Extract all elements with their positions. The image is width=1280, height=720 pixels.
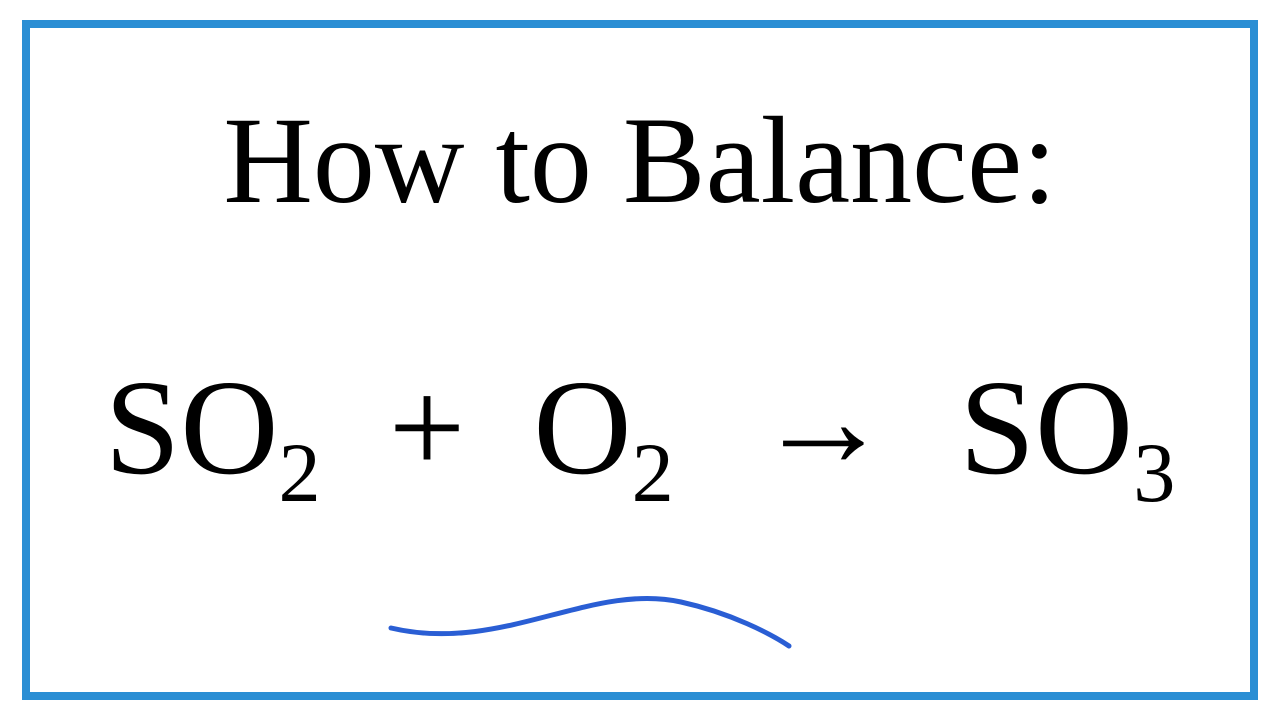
page-title: How to Balance:	[30, 90, 1250, 232]
chemical-equation: SO2 + O2 → SO3	[30, 350, 1250, 506]
product-1-element: SO	[959, 353, 1133, 503]
reactant-1-element: SO	[105, 353, 279, 503]
reactant-1: SO2	[105, 353, 355, 503]
product-1-subscript: 3	[1133, 427, 1175, 520]
plus-sign: +	[389, 353, 466, 503]
reactant-2-element: O	[533, 353, 631, 503]
reaction-arrow: →	[755, 343, 891, 499]
content-frame: How to Balance: SO2 + O2 → SO3	[22, 20, 1258, 700]
reactant-1-subscript: 2	[279, 427, 321, 520]
decorative-swoosh	[381, 572, 801, 652]
reactant-2-subscript: 2	[632, 427, 674, 520]
product-1: SO3	[959, 353, 1175, 503]
reactant-2: O2	[533, 353, 707, 503]
